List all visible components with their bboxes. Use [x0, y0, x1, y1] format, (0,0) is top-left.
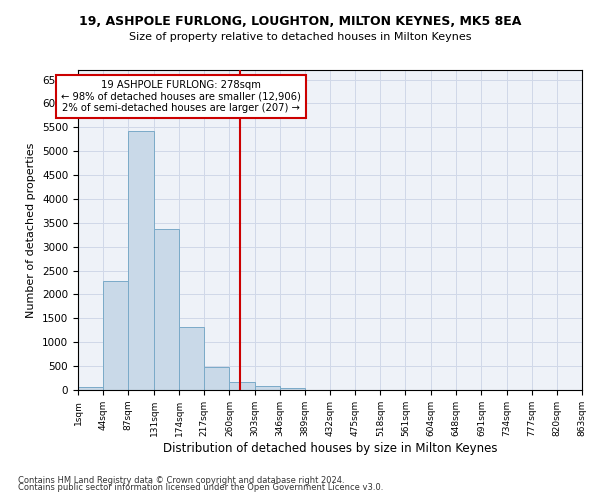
Bar [128, 131, 154, 390]
Bar [179, 328, 204, 390]
Bar [78, 386, 103, 390]
Text: 19, ASHPOLE FURLONG, LOUGHTON, MILTON KEYNES, MK5 8EA: 19, ASHPOLE FURLONG, LOUGHTON, MILTON KE… [79, 15, 521, 28]
Text: 19 ASHPOLE FURLONG: 278sqm
← 98% of detached houses are smaller (12,906)
2% of s: 19 ASHPOLE FURLONG: 278sqm ← 98% of deta… [61, 80, 301, 113]
Text: Contains public sector information licensed under the Open Government Licence v3: Contains public sector information licen… [18, 484, 383, 492]
Y-axis label: Number of detached properties: Number of detached properties [26, 142, 37, 318]
Bar [154, 228, 179, 390]
Bar [229, 382, 254, 390]
Text: Size of property relative to detached houses in Milton Keynes: Size of property relative to detached ho… [129, 32, 471, 42]
Bar [103, 281, 128, 390]
X-axis label: Distribution of detached houses by size in Milton Keynes: Distribution of detached houses by size … [163, 442, 497, 454]
Bar [280, 388, 305, 390]
Bar [254, 386, 280, 390]
Bar [204, 367, 229, 390]
Text: Contains HM Land Registry data © Crown copyright and database right 2024.: Contains HM Land Registry data © Crown c… [18, 476, 344, 485]
